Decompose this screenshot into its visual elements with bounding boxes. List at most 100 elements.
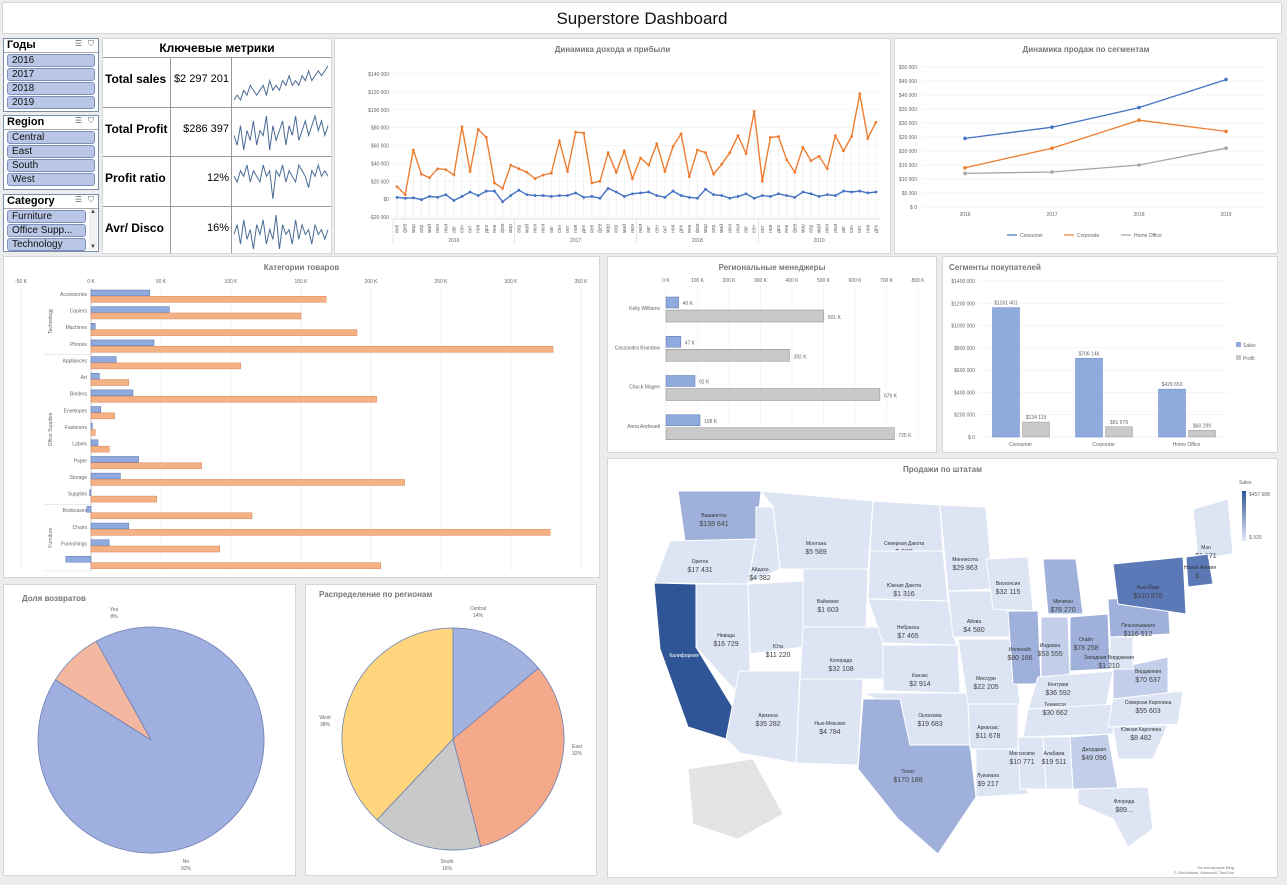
state-value: $310 876 [1133, 593, 1162, 600]
year-label: 2018 [692, 238, 703, 244]
data-point-profit [614, 190, 618, 194]
slicer-region[interactable]: Region ☰ ⛉ Central East South West [3, 115, 99, 190]
data-point-profit [744, 192, 748, 196]
x-tick-label: 100 K [691, 278, 705, 284]
data-point-home-office [1224, 146, 1228, 150]
slicer-header: Region ☰ ⛉ [4, 116, 98, 130]
slicer-item-2018[interactable]: 2018 [7, 82, 95, 95]
bar-profit [90, 356, 117, 363]
month-label: янв [395, 225, 401, 233]
bar-profit [90, 323, 96, 330]
x-tick-label: 350 K [574, 279, 588, 285]
x-tick-label: Consumer [1009, 442, 1032, 448]
metric-label: Total sales [105, 72, 167, 86]
data-point-sales [525, 170, 529, 174]
scroll-down-icon[interactable]: ▼ [90, 244, 96, 250]
state-name: Индиана [1040, 643, 1061, 649]
slicer-scrollbar[interactable]: ▲ ▼ [89, 209, 97, 250]
data-point-profit [833, 194, 837, 197]
year-label: 2019 [814, 238, 825, 244]
slicer-item-east[interactable]: East [7, 145, 95, 158]
data-point-sales [704, 151, 707, 155]
data-point-profit [411, 196, 415, 200]
data-point-consumer [1224, 77, 1228, 82]
state-name: Вайоминг [817, 598, 840, 605]
state-shape-нью-йорк [1112, 556, 1187, 615]
series-line-profit [397, 187, 876, 203]
bar-profit [89, 489, 92, 496]
state-name: Северная Каролина [1125, 700, 1172, 706]
state-shape-луизиана [975, 748, 1029, 798]
slicer-item-south[interactable]: South [7, 159, 95, 172]
y-tick-label: $40 000 [899, 93, 917, 99]
month-label: дек [484, 224, 490, 233]
state-value: $11 220 [766, 652, 791, 659]
data-point-sales [639, 156, 642, 160]
y-tick-label: $400 000 [954, 390, 975, 396]
clear-filter-icon[interactable]: ⛉ [88, 195, 94, 204]
customer-segments-panel: Сегменты покупателей $ 0 $200 000 $400 000… [942, 256, 1278, 453]
month-label: май [816, 224, 823, 233]
bar-profit [86, 506, 92, 513]
data-point-sales [533, 177, 537, 180]
data-point-profit [695, 196, 699, 200]
clear-filter-icon[interactable]: ⛉ [88, 116, 94, 125]
slicer-item-central[interactable]: Central [7, 131, 95, 144]
multi-select-icon[interactable]: ☰ [74, 39, 82, 48]
slicer-item-2016[interactable]: 2016 [7, 54, 95, 67]
month-label: ноя [865, 224, 871, 233]
clear-filter-icon[interactable]: ⛉ [88, 39, 94, 48]
multi-select-icon[interactable]: ☰ [74, 116, 82, 125]
data-point-sales [566, 170, 569, 173]
customer-segments-chart: $ 0 $200 000 $400 000 $600 000 $800 000 $1000… [951, 279, 1256, 448]
month-label: янв [687, 225, 693, 233]
slicer-category[interactable]: Category ☰ ⛉ Furniture Office Supp... Technol… [3, 194, 99, 252]
month-label: авг [549, 226, 555, 233]
data-point-profit [858, 189, 862, 193]
state-name: Миссури [976, 676, 996, 682]
data-point-profit [874, 190, 878, 194]
bar-sales [90, 346, 554, 353]
pie-label-value: 32% [572, 751, 583, 757]
slicer-item-west[interactable]: West [7, 173, 95, 186]
scroll-up-icon[interactable]: ▲ [90, 209, 96, 215]
month-label: ноя [476, 224, 482, 233]
month-label: июн [533, 223, 539, 233]
series-line-consumer [964, 78, 1227, 140]
state-shape-мичиган [1042, 558, 1084, 615]
state-sales-map[interactable]: Вашингтон $138 641 Орегон $17 431 Калифорния… [608, 459, 1278, 878]
slicer-item-office-supp[interactable]: Office Supp... [7, 224, 86, 237]
data-point-profit [760, 194, 764, 197]
pie-label-name: No [183, 859, 190, 865]
map-legend-max: $457 688 [1249, 492, 1270, 498]
month-label: июл [638, 224, 644, 233]
pie-label-name: South [440, 859, 453, 865]
multi-select-icon[interactable]: ☰ [74, 195, 82, 204]
y-tick-label: $1000 000 [951, 324, 975, 330]
slicer-years[interactable]: Годы ☰ ⛉ 2016 2017 2018 2019 [3, 38, 99, 112]
y-tick-label: $50 000 [899, 65, 917, 71]
data-point-profit [468, 190, 472, 194]
month-label: июл [735, 224, 741, 233]
state-value: $19 683 [917, 721, 942, 728]
state-name: Западная Вирджиния [1084, 655, 1134, 661]
data-point-sales [736, 134, 740, 138]
returns-pie-panel: Доля возвратов No 92% Yes 8% [3, 584, 296, 876]
data-point-sales [809, 159, 813, 163]
month-label: мар [800, 224, 806, 233]
slicer-item-technology[interactable]: Technology [7, 238, 86, 251]
bar-label-sales: 725 K [898, 433, 912, 439]
slicer-item-2019[interactable]: 2019 [7, 96, 95, 109]
slicer-item-furniture[interactable]: Furniture [7, 210, 86, 223]
pie-label-value: 16% [442, 866, 453, 872]
state-shape-айдахо [747, 506, 781, 585]
data-point-corporate [1224, 129, 1228, 134]
state-value: $89... [1115, 807, 1133, 814]
bar-sales [90, 462, 202, 470]
state-value: $36 592 [1045, 690, 1070, 697]
x-tick-label: 800 K [911, 278, 925, 284]
state-value: $55 603 [1135, 708, 1160, 715]
bar-profit [665, 375, 696, 387]
slicer-item-2017[interactable]: 2017 [7, 68, 95, 81]
x-tick-label: 2016 [959, 212, 970, 218]
